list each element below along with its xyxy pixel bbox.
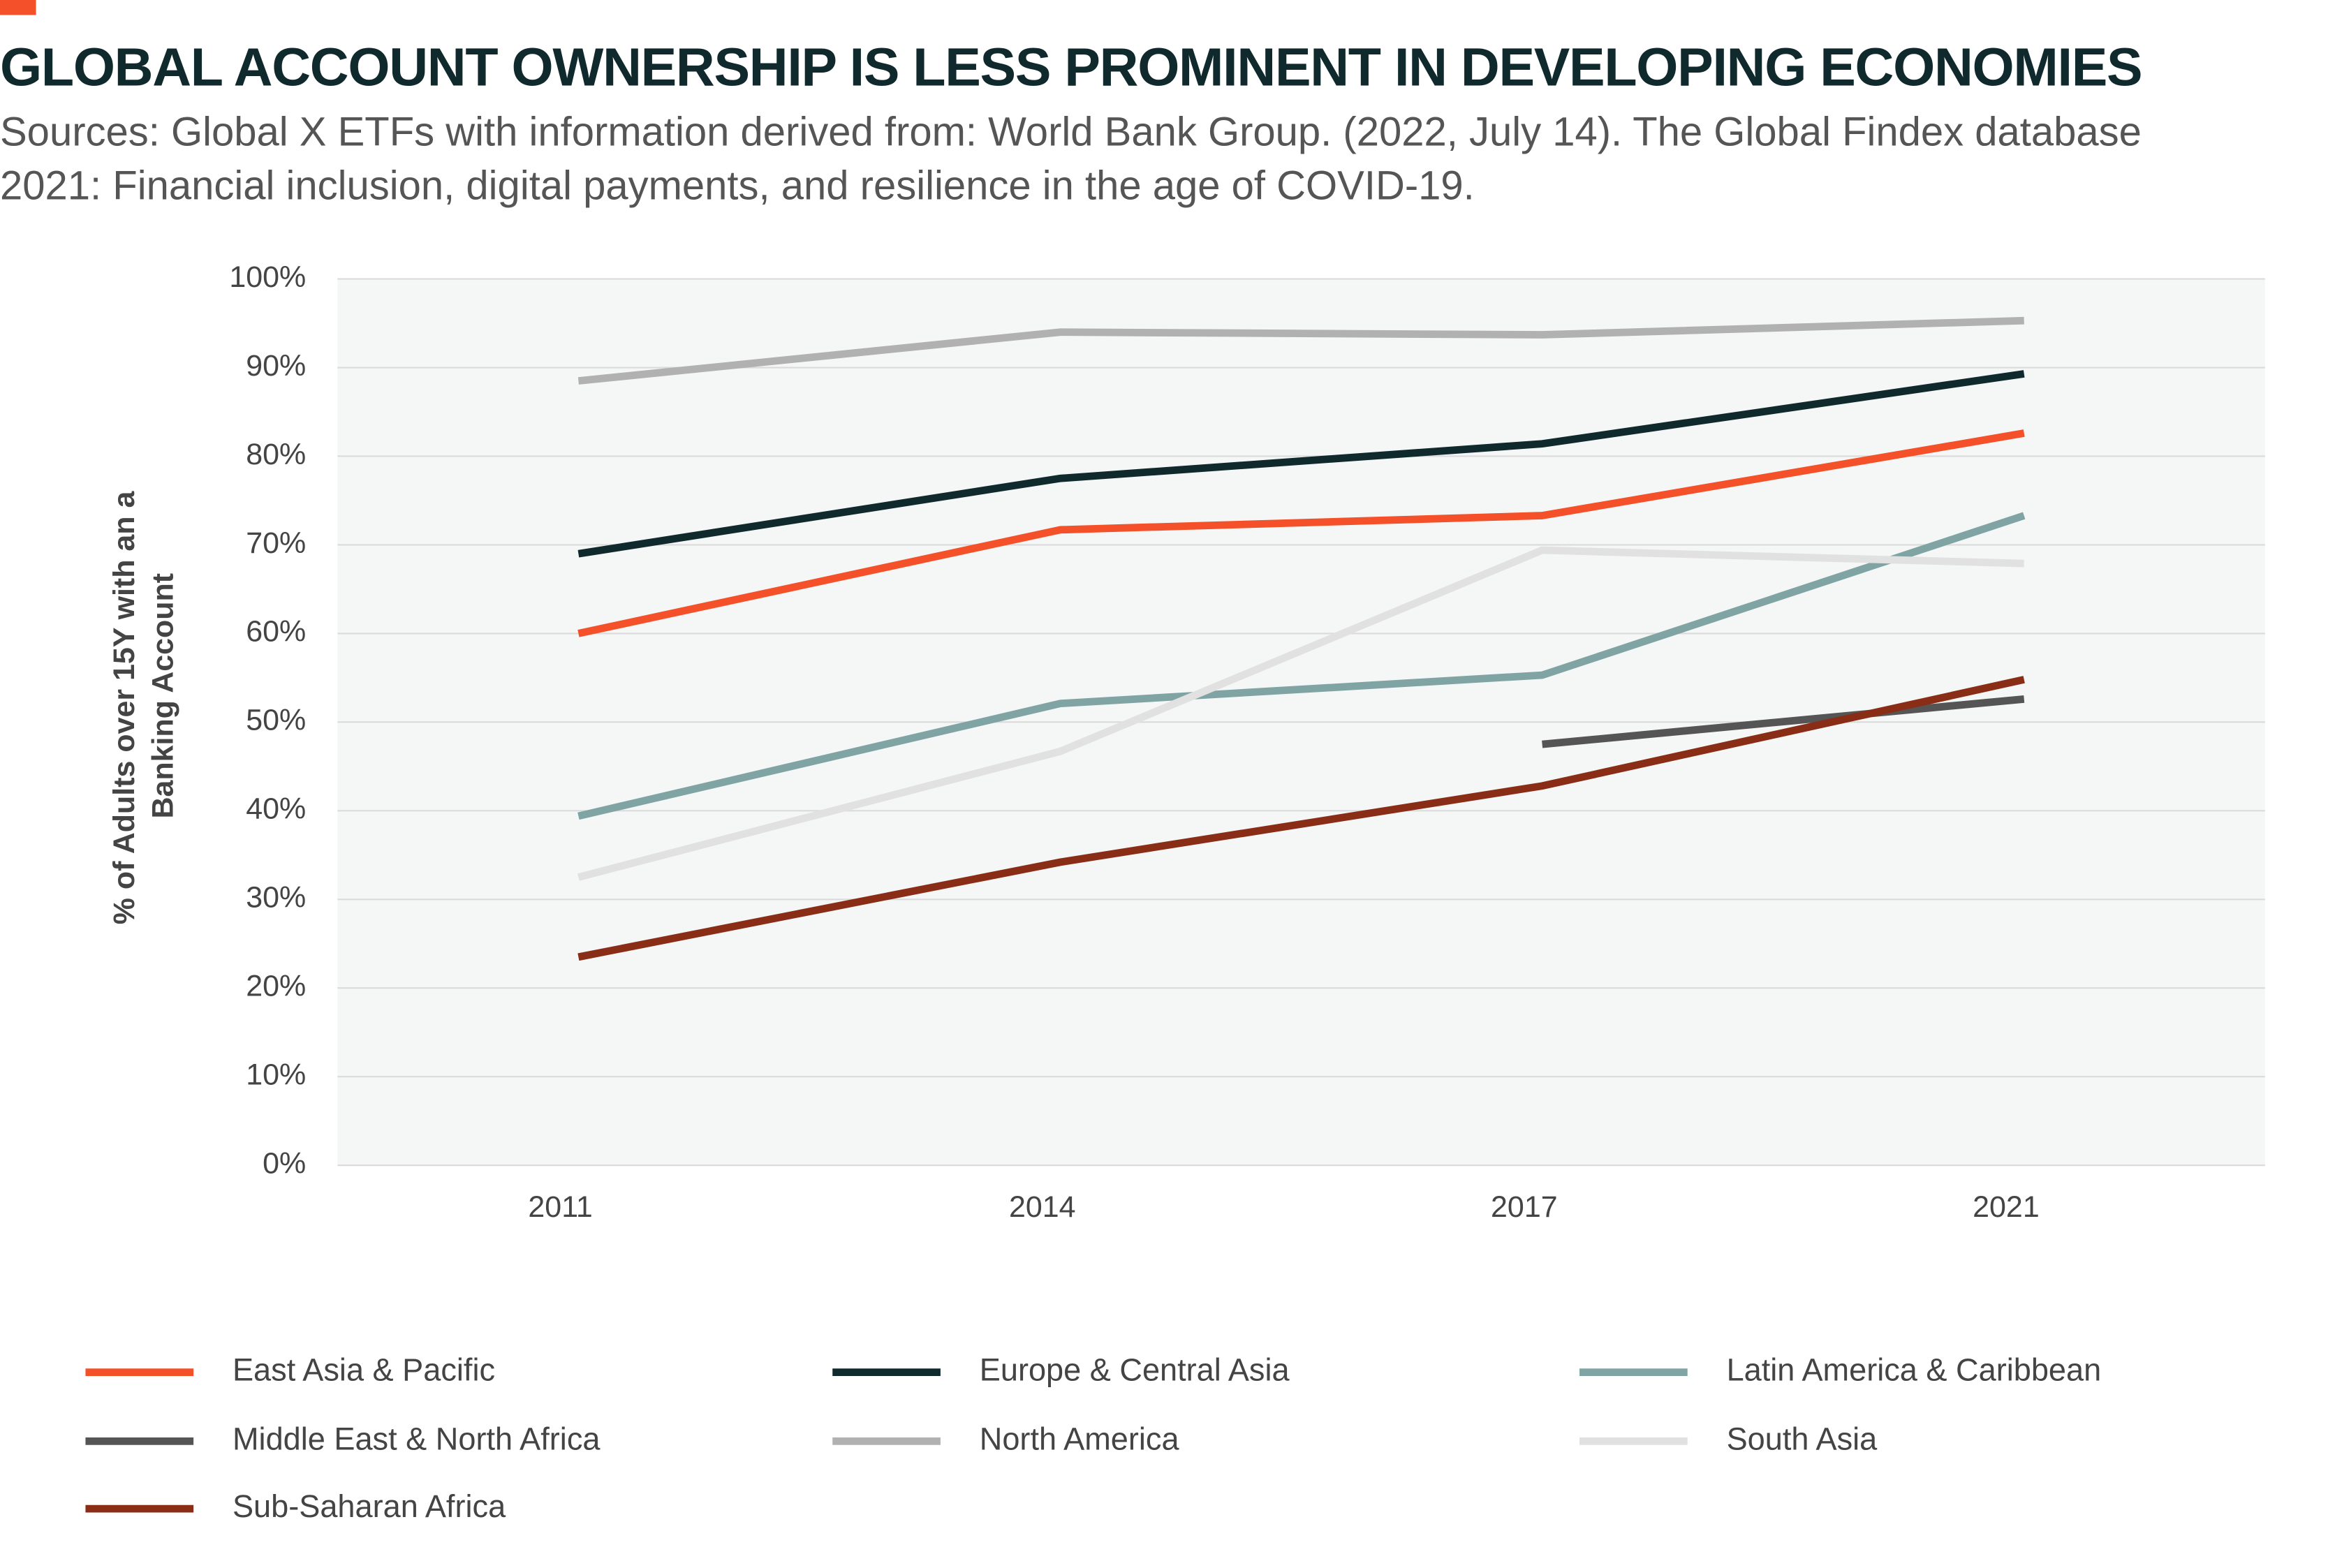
x-tick-label: 2021: [1973, 1190, 2040, 1224]
series-line: [577, 370, 2025, 558]
y-tick-label: 80%: [246, 438, 306, 471]
chart-title: GLOBAL ACCOUNT OWNERSHIP IS LESS PROMINE…: [0, 36, 2143, 98]
legend-label: Latin America & Caribbean: [1727, 1352, 2102, 1388]
x-tick-label: 2014: [1009, 1190, 1076, 1224]
y-axis-label: Banking Account: [147, 573, 180, 819]
legend-label: South Asia: [1727, 1421, 1878, 1456]
chart-subtitle: Sources: Global X ETFs with information …: [0, 109, 2142, 209]
y-axis-label: % of Adults over 15Y with an a: [108, 491, 141, 925]
y-tick-label: 100%: [229, 260, 306, 294]
x-tick-label: 2011: [528, 1190, 592, 1224]
y-tick-label: 70%: [246, 526, 306, 560]
y-tick-label: 50%: [246, 704, 306, 737]
series-line: [1542, 695, 2025, 748]
y-tick-label: 0%: [263, 1146, 306, 1180]
legend-label: East Asia & Pacific: [233, 1352, 495, 1388]
series-line: [577, 512, 2026, 820]
legend-label: Sub-Saharan Africa: [233, 1488, 506, 1524]
legend-label: Europe & Central Asia: [980, 1352, 1290, 1388]
series-line: [577, 676, 2025, 961]
x-tick-label: 2017: [1491, 1190, 1558, 1224]
series-line: [577, 316, 2024, 385]
y-tick-label: 10%: [246, 1058, 306, 1092]
series-line: [577, 546, 2024, 881]
y-tick-label: 30%: [246, 881, 306, 915]
series-line: [577, 429, 2025, 637]
y-tick-label: 90%: [246, 349, 306, 383]
legend-label: Middle East & North Africa: [233, 1421, 601, 1456]
y-tick-label: 40%: [246, 792, 306, 826]
y-tick-label: 60%: [246, 615, 306, 649]
y-tick-label: 20%: [246, 970, 306, 1003]
accent-tab: [0, 0, 36, 15]
legend-label: North America: [980, 1421, 1180, 1456]
